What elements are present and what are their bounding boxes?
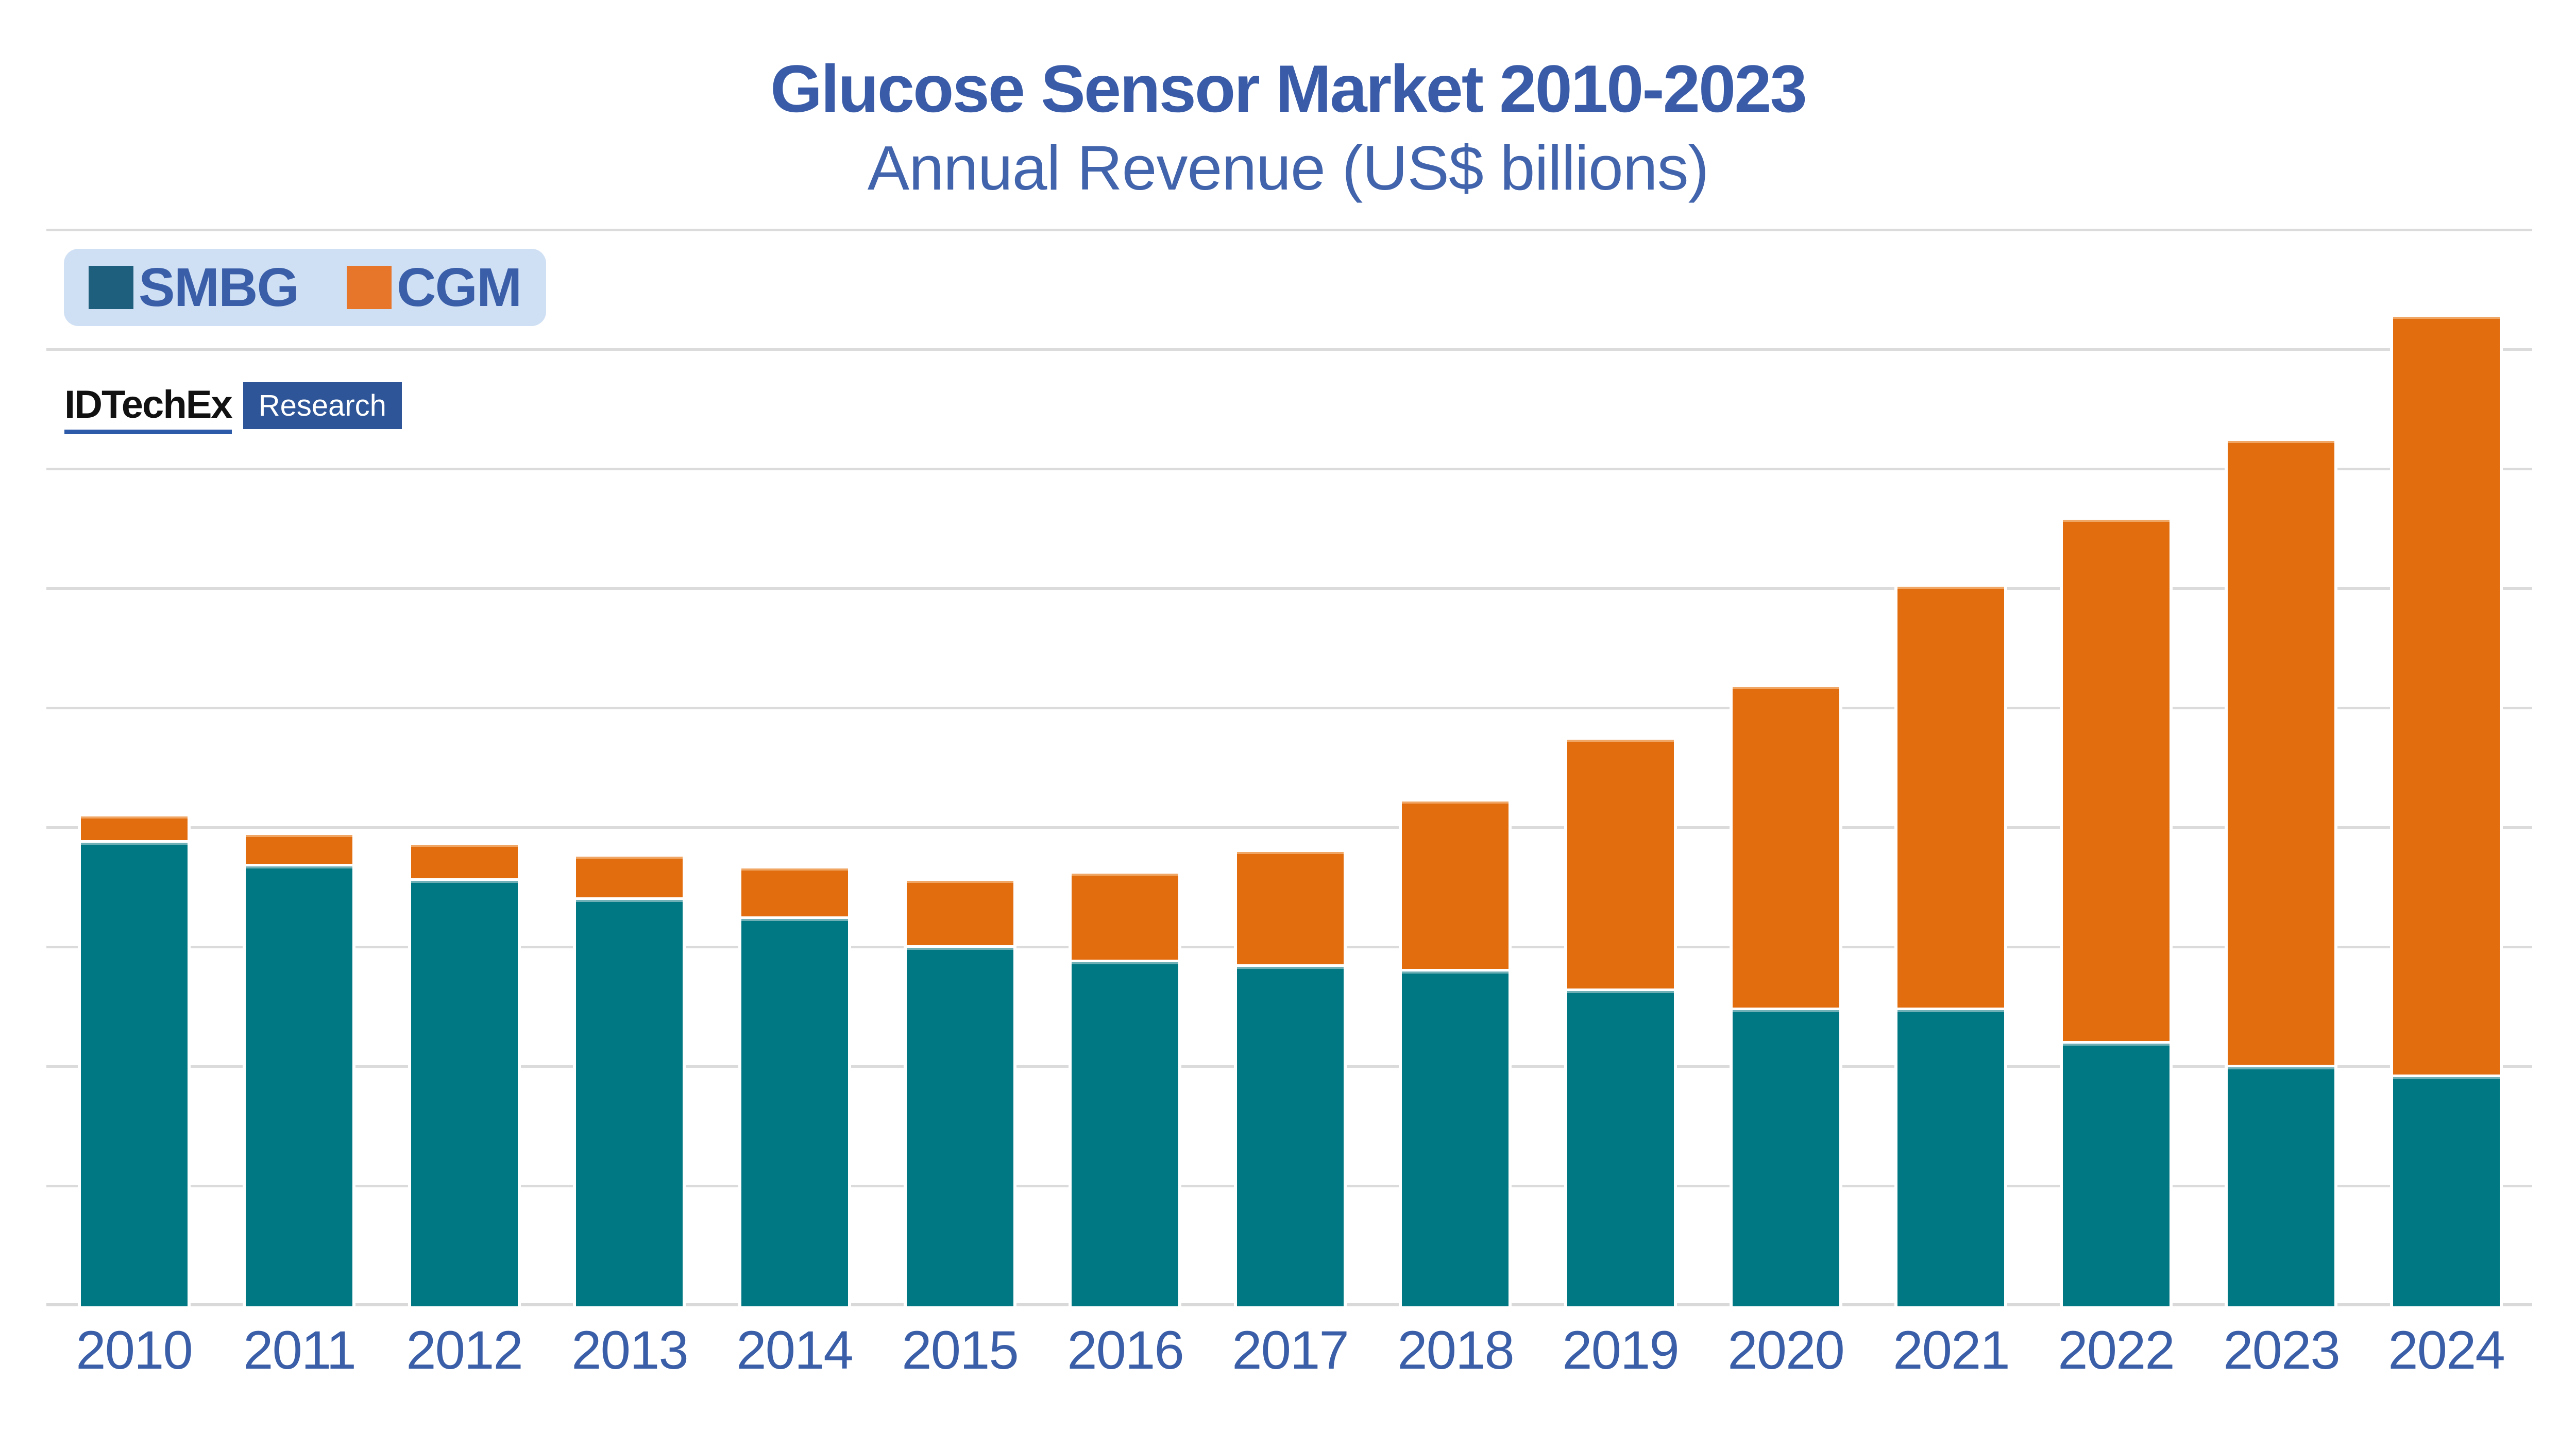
- x-axis-label-2022: 2022: [2058, 1320, 2175, 1380]
- cgm-segment-2021: [1897, 587, 2004, 1008]
- bar-2013: [573, 857, 686, 1306]
- idtechex-logo-underline: [64, 430, 232, 434]
- gridline: [46, 587, 2532, 590]
- bar-2010: [78, 816, 191, 1306]
- smbg-segment-2014: [741, 919, 848, 1306]
- smbg-segment-2017: [1237, 967, 1344, 1306]
- cgm-segment-2012: [411, 845, 518, 878]
- bar-2011: [243, 835, 355, 1306]
- cgm-segment-2020: [1733, 687, 1839, 1008]
- cgm-segment-2010: [81, 816, 188, 840]
- idtechex-research-badge: Research: [243, 382, 402, 429]
- cgm-segment-2014: [741, 868, 848, 916]
- x-axis-label-2024: 2024: [2388, 1320, 2505, 1380]
- cgm-segment-2011: [246, 835, 352, 864]
- smbg-swatch-icon: [89, 266, 133, 309]
- cgm-segment-2013: [576, 857, 683, 897]
- legend-label-cgm: CGM: [397, 257, 522, 318]
- smbg-segment-2010: [81, 843, 188, 1306]
- idtechex-logo-brand: IDTechEx: [64, 382, 233, 434]
- x-axis-label-2013: 2013: [571, 1320, 689, 1380]
- smbg-segment-2023: [2228, 1067, 2334, 1306]
- x-axis-label-2018: 2018: [1397, 1320, 1515, 1380]
- smbg-segment-2018: [1402, 971, 1509, 1306]
- x-axis-label-2015: 2015: [902, 1320, 1019, 1380]
- bar-2014: [738, 868, 851, 1306]
- gridline: [46, 468, 2532, 470]
- x-axis-label-2014: 2014: [736, 1320, 854, 1380]
- x-axis-label-2010: 2010: [76, 1320, 193, 1380]
- bar-2021: [1894, 587, 2007, 1306]
- legend-item-cgm: CGM: [347, 257, 522, 318]
- smbg-segment-2016: [1072, 962, 1178, 1306]
- idtechex-research-label: Research: [258, 389, 386, 422]
- bar-2016: [1069, 874, 1181, 1306]
- gridline: [46, 707, 2532, 709]
- smbg-segment-2020: [1733, 1010, 1839, 1306]
- cgm-segment-2017: [1237, 852, 1344, 964]
- bar-2015: [904, 881, 1016, 1306]
- chart-title: Glucose Sensor Market 2010-2023: [770, 51, 1807, 126]
- x-axis-label-2011: 2011: [243, 1320, 357, 1380]
- smbg-segment-2011: [246, 866, 352, 1306]
- chart-subtitle: Annual Revenue (US$ billions): [867, 133, 1709, 203]
- x-axis-label-2016: 2016: [1067, 1320, 1184, 1380]
- idtechex-logo-text: IDTechEx: [64, 383, 233, 427]
- bar-2020: [1730, 687, 1842, 1306]
- gridline: [46, 348, 2532, 351]
- x-axis-label-2023: 2023: [2223, 1320, 2341, 1380]
- bar-2024: [2390, 317, 2503, 1306]
- x-axis-label-2017: 2017: [1232, 1320, 1349, 1380]
- cgm-segment-2024: [2393, 317, 2500, 1075]
- legend: SMBG CGM: [64, 249, 546, 326]
- bar-2023: [2225, 441, 2337, 1306]
- bar-2022: [2060, 520, 2173, 1306]
- smbg-segment-2024: [2393, 1077, 2500, 1306]
- cgm-segment-2019: [1567, 740, 1674, 988]
- bar-2018: [1399, 802, 1512, 1306]
- smbg-segment-2012: [411, 881, 518, 1306]
- cgm-segment-2015: [907, 881, 1013, 945]
- bar-2017: [1234, 852, 1347, 1306]
- cgm-segment-2018: [1402, 802, 1509, 969]
- idtechex-logo: IDTechEx Research: [64, 382, 402, 434]
- x-axis-label-2019: 2019: [1562, 1320, 1680, 1380]
- cgm-segment-2022: [2063, 520, 2170, 1041]
- smbg-segment-2021: [1897, 1010, 2004, 1306]
- gridline: [46, 826, 2532, 829]
- smbg-segment-2013: [576, 900, 683, 1306]
- cgm-segment-2016: [1072, 874, 1178, 960]
- gridline: [46, 229, 2532, 231]
- smbg-segment-2019: [1567, 991, 1674, 1306]
- cgm-segment-2023: [2228, 441, 2334, 1065]
- smbg-segment-2022: [2063, 1044, 2170, 1306]
- bar-2012: [408, 845, 521, 1306]
- cgm-swatch-icon: [347, 266, 392, 309]
- x-axis-label-2012: 2012: [406, 1320, 523, 1380]
- smbg-segment-2015: [907, 948, 1013, 1306]
- x-axis-label-2021: 2021: [1893, 1320, 2010, 1380]
- legend-label-smbg: SMBG: [139, 257, 299, 318]
- x-axis-label-2020: 2020: [1727, 1320, 1845, 1380]
- bar-2019: [1564, 740, 1677, 1306]
- legend-item-smbg: SMBG: [89, 257, 299, 318]
